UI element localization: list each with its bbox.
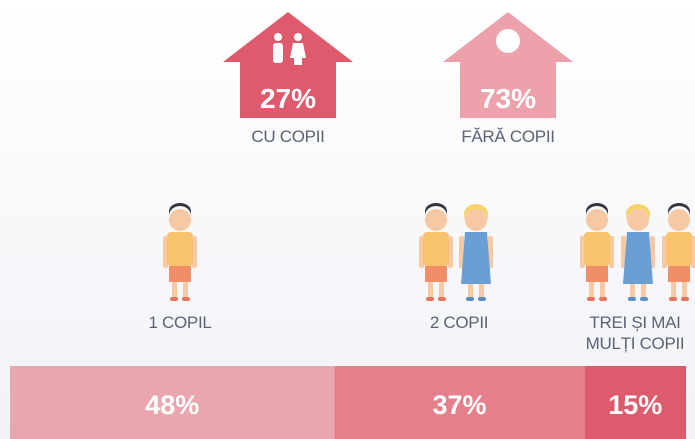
shoe <box>182 297 190 301</box>
leg <box>641 282 646 298</box>
shoe <box>681 297 689 301</box>
leg <box>428 282 433 298</box>
child-icon <box>621 204 655 301</box>
shorts <box>425 266 447 282</box>
shoe <box>438 297 446 301</box>
leg <box>172 282 177 298</box>
head <box>169 209 191 231</box>
shirt <box>666 232 692 266</box>
shoe <box>640 297 648 301</box>
group-label: 1 COPIL <box>100 312 260 333</box>
house-value: 73% <box>480 83 536 114</box>
child-icon <box>662 203 695 301</box>
leg <box>479 282 484 298</box>
leg <box>183 282 188 298</box>
shorts <box>169 266 191 282</box>
dress <box>461 232 491 284</box>
dress <box>623 232 653 284</box>
shirt <box>423 232 449 266</box>
icon <box>496 29 520 53</box>
shoe <box>628 297 636 301</box>
house-label: CU COPII <box>198 126 378 147</box>
shoe <box>587 297 595 301</box>
shirt <box>167 232 193 266</box>
head <box>465 209 487 231</box>
head <box>627 209 649 231</box>
bar-value: 48% <box>145 390 199 420</box>
shoe <box>170 297 178 301</box>
person-icon <box>273 43 283 63</box>
head <box>586 209 608 231</box>
leg <box>589 282 594 298</box>
leg <box>600 282 605 298</box>
shoe <box>466 297 474 301</box>
leg <box>630 282 635 298</box>
child-icon <box>163 203 197 301</box>
shoe <box>599 297 607 301</box>
shorts <box>668 266 690 282</box>
graphics: 27% 73% 48% 37% 15% <box>0 0 695 439</box>
leg <box>468 282 473 298</box>
bar-value: 37% <box>433 390 487 420</box>
infographic: 27% 73% 48% 37% 15% CU COPII FĂRĂ COPII 1 COPI… <box>0 0 695 439</box>
house-value: 27% <box>260 83 316 114</box>
shirt <box>584 232 610 266</box>
house-label: FĂRĂ COPII <box>418 126 598 147</box>
person-icon <box>274 33 282 41</box>
shoe <box>669 297 677 301</box>
leg <box>439 282 444 298</box>
leg <box>682 282 687 298</box>
group-label: TREI ȘI MAI MULȚI COPII <box>575 312 695 354</box>
person-icon <box>294 33 302 41</box>
child-icon <box>419 203 453 301</box>
child-icon <box>459 204 493 301</box>
shoe <box>478 297 486 301</box>
leg <box>671 282 676 298</box>
person-icon <box>294 58 302 65</box>
shoe <box>426 297 434 301</box>
head <box>425 209 447 231</box>
head <box>668 209 690 231</box>
bar-value: 15% <box>608 390 662 420</box>
shorts <box>586 266 608 282</box>
group-label: 2 COPII <box>379 312 539 333</box>
child-icon <box>580 203 614 301</box>
